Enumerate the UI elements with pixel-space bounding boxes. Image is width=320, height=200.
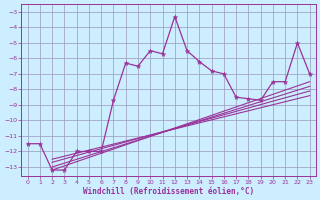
X-axis label: Windchill (Refroidissement éolien,°C): Windchill (Refroidissement éolien,°C) — [83, 187, 254, 196]
